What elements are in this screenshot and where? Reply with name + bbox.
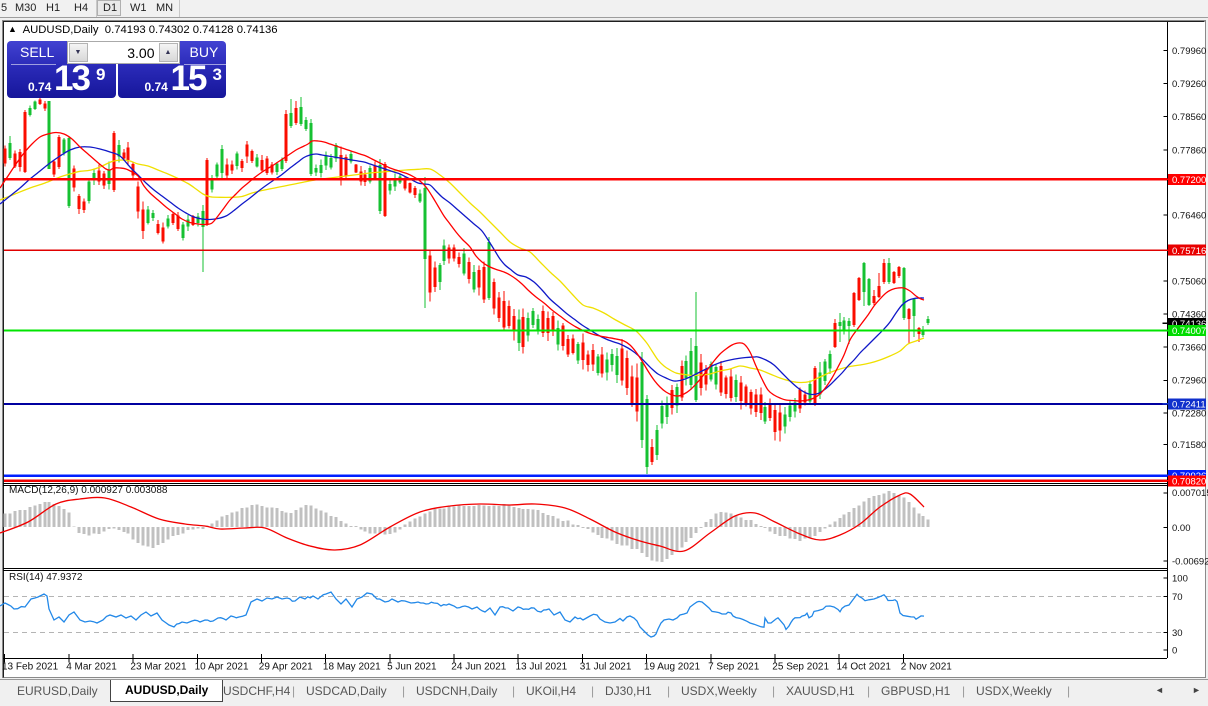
- svg-text:0.73660: 0.73660: [1172, 342, 1206, 353]
- svg-text:0.72280: 0.72280: [1172, 408, 1206, 419]
- svg-text:23 Mar 2021: 23 Mar 2021: [130, 662, 187, 673]
- svg-text:0.74136: 0.74136: [1172, 319, 1206, 330]
- svg-text:29 Apr 2021: 29 Apr 2021: [259, 662, 313, 673]
- svg-text:25 Sep 2021: 25 Sep 2021: [772, 662, 829, 673]
- svg-text:70: 70: [1172, 592, 1183, 603]
- svg-text:0.72411: 0.72411: [1172, 399, 1206, 410]
- svg-text:0.79960: 0.79960: [1172, 46, 1206, 57]
- svg-text:0.75716: 0.75716: [1172, 246, 1206, 257]
- svg-text:0.78560: 0.78560: [1172, 112, 1206, 123]
- svg-text:RSI(14) 47.9372: RSI(14) 47.9372: [9, 572, 83, 583]
- svg-text:MACD(12,26,9) 0.000927 0.00308: MACD(12,26,9) 0.000927 0.003088: [9, 485, 168, 496]
- svg-text:19 Aug 2021: 19 Aug 2021: [644, 662, 701, 673]
- svg-text:5 Jun 2021: 5 Jun 2021: [387, 662, 437, 673]
- svg-text:7 Sep 2021: 7 Sep 2021: [708, 662, 760, 673]
- svg-text:-0.006923: -0.006923: [1172, 556, 1208, 567]
- svg-text:100: 100: [1172, 573, 1188, 584]
- svg-text:0.71580: 0.71580: [1172, 440, 1206, 451]
- svg-text:0.77860: 0.77860: [1172, 146, 1206, 157]
- svg-text:30: 30: [1172, 628, 1183, 639]
- svg-text:13 Jul 2021: 13 Jul 2021: [516, 662, 568, 673]
- svg-text:0.76460: 0.76460: [1172, 211, 1206, 222]
- svg-text:0.74007: 0.74007: [1172, 326, 1206, 337]
- svg-text:0.72960: 0.72960: [1172, 376, 1206, 387]
- svg-text:0: 0: [1172, 646, 1177, 657]
- svg-text:0.77200: 0.77200: [1172, 175, 1206, 186]
- svg-text:18 May 2021: 18 May 2021: [323, 662, 381, 673]
- svg-text:14 Oct 2021: 14 Oct 2021: [837, 662, 892, 673]
- svg-text:0.75060: 0.75060: [1172, 276, 1206, 287]
- svg-text:10 Apr 2021: 10 Apr 2021: [195, 662, 249, 673]
- svg-text:2 Nov 2021: 2 Nov 2021: [901, 662, 953, 673]
- svg-text:24 Jun 2021: 24 Jun 2021: [451, 662, 506, 673]
- svg-text:0.79260: 0.79260: [1172, 79, 1206, 90]
- svg-text:31 Jul 2021: 31 Jul 2021: [580, 662, 632, 673]
- svg-text:0.00: 0.00: [1172, 523, 1191, 534]
- svg-text:0.74360: 0.74360: [1172, 309, 1206, 320]
- svg-text:4 Mar 2021: 4 Mar 2021: [66, 662, 117, 673]
- svg-text:0.70820: 0.70820: [1172, 476, 1206, 487]
- svg-text:0.007015: 0.007015: [1172, 488, 1208, 499]
- svg-text:13 Feb 2021: 13 Feb 2021: [2, 662, 59, 673]
